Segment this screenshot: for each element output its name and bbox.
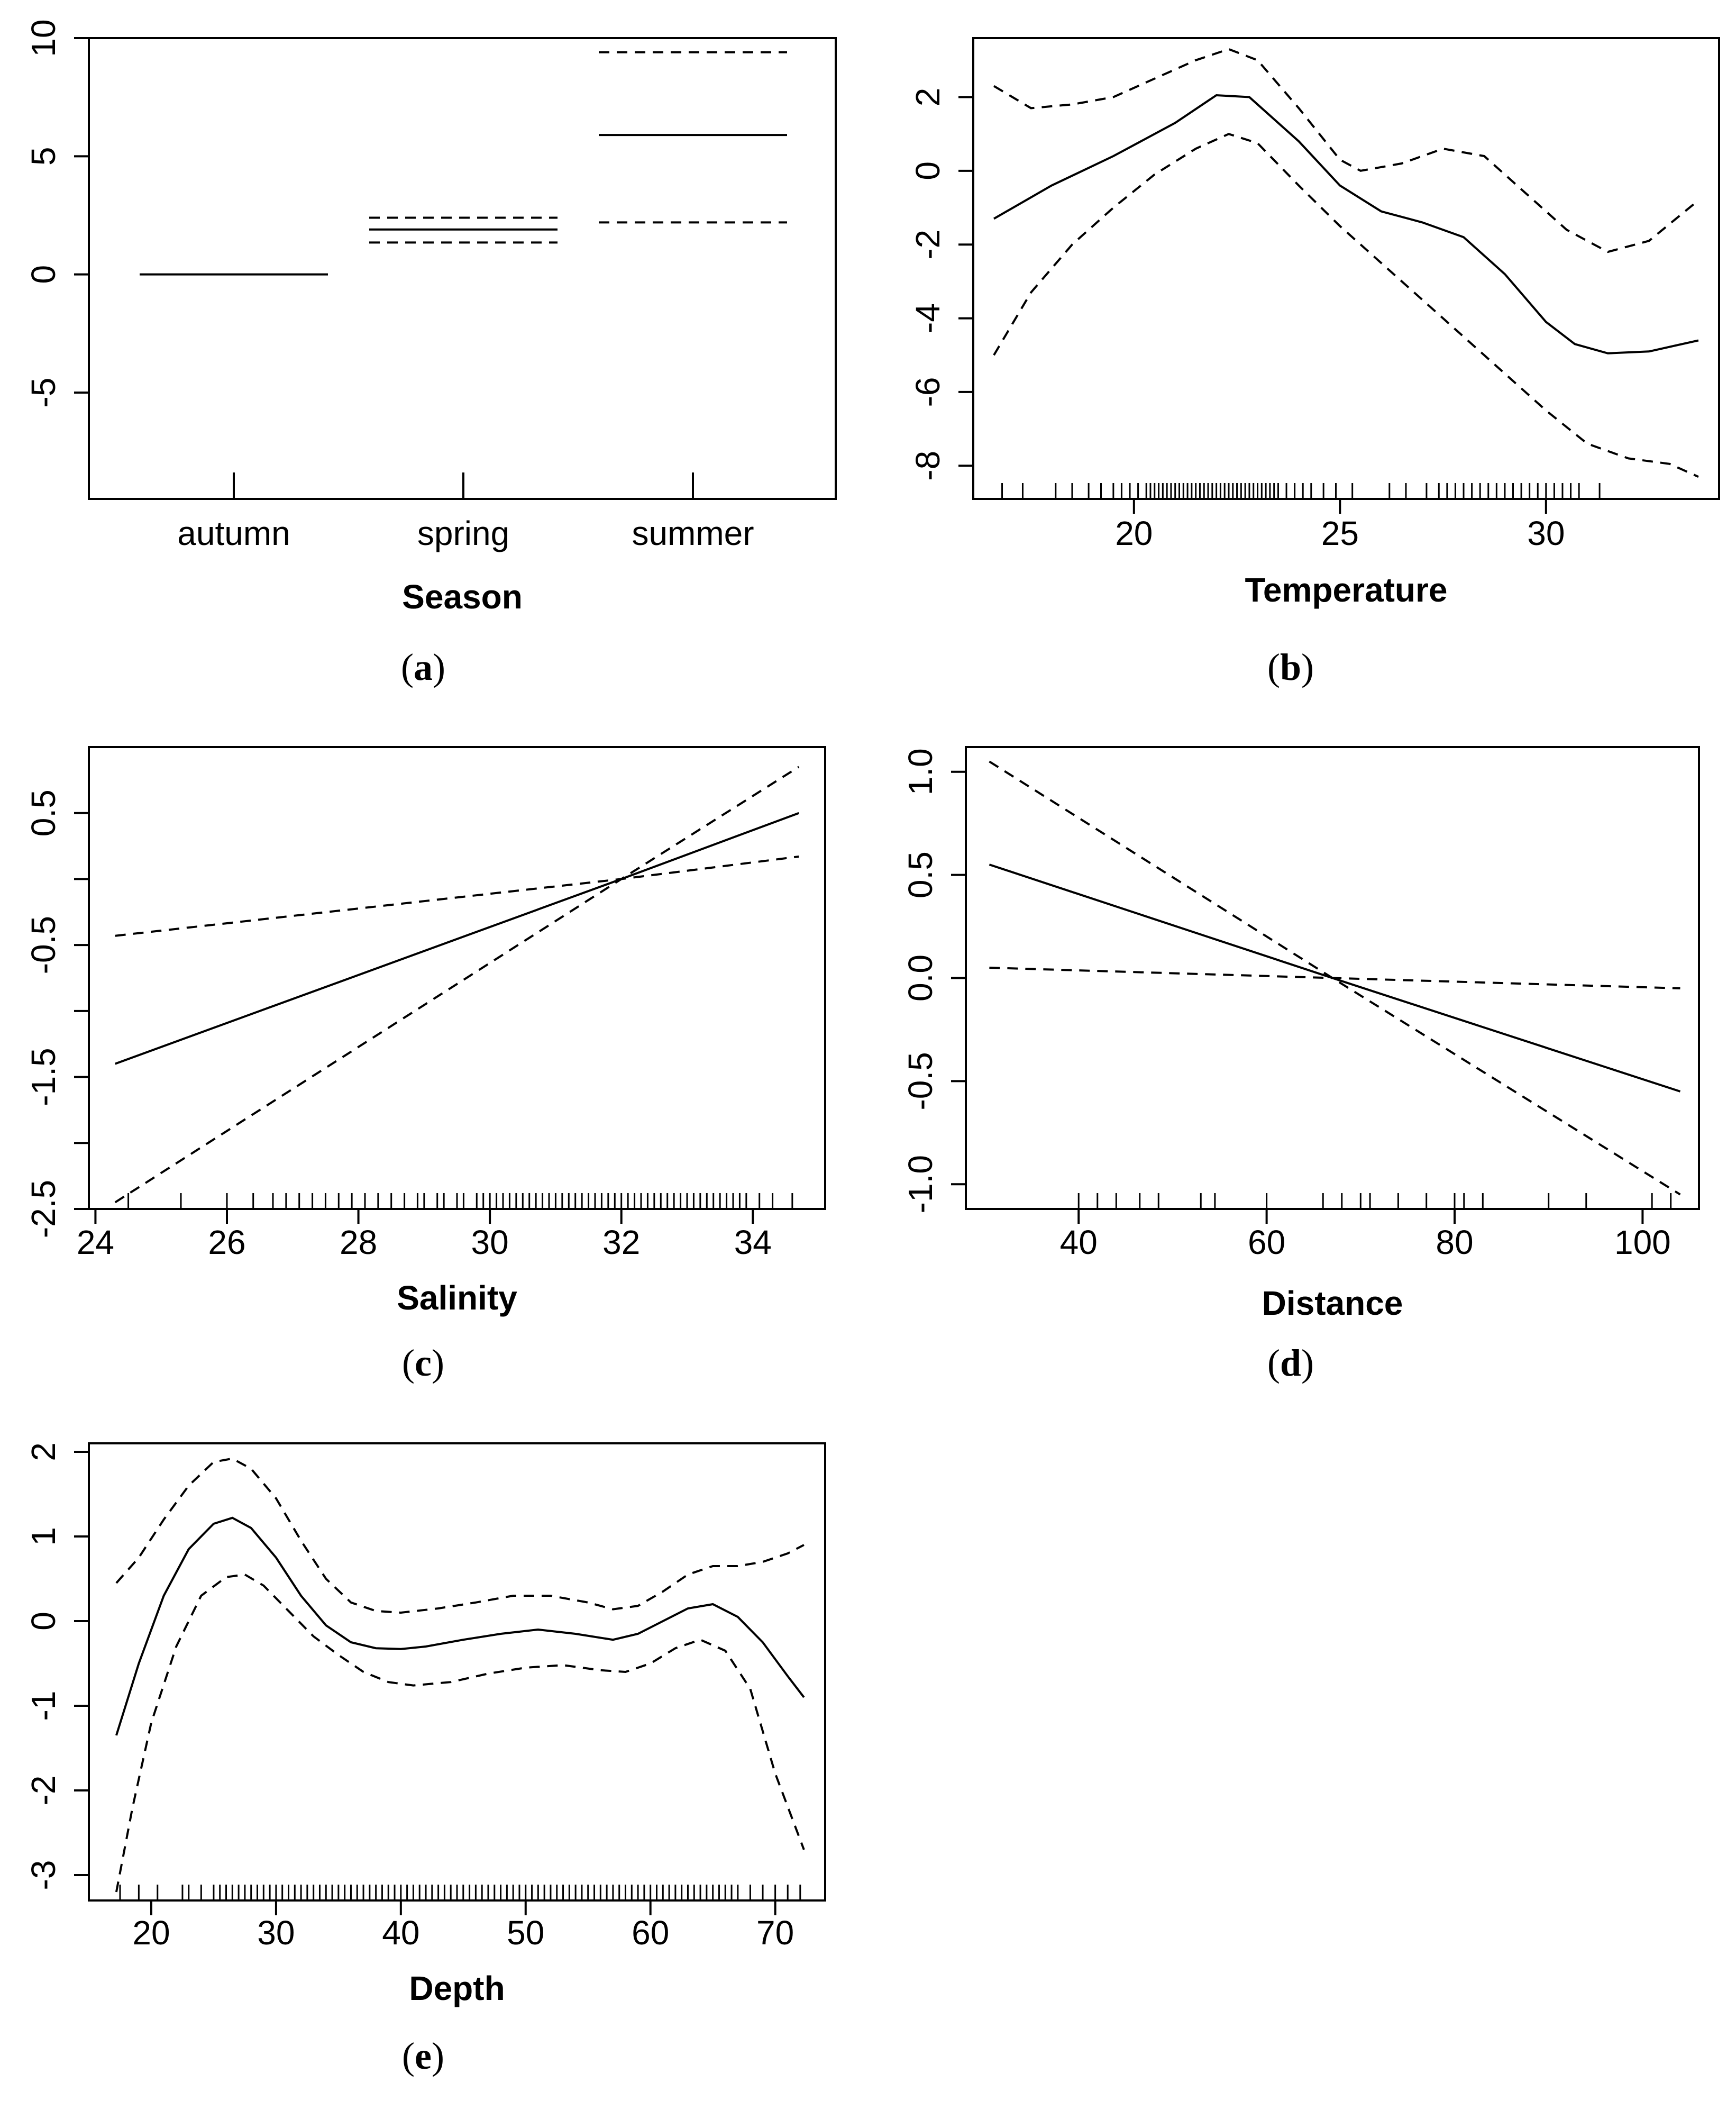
rug [127, 1193, 793, 1209]
x-axis-title: Season [402, 578, 523, 616]
y-tick-label: -3 [24, 1860, 62, 1890]
series-upper-line [115, 1457, 805, 1614]
x-tick-label: 34 [734, 1223, 772, 1261]
panel-caption: (d) [1267, 1342, 1314, 1384]
x-tick-label: 20 [1115, 514, 1153, 552]
x-tick-label: 30 [1527, 514, 1565, 552]
x-tick-label: 60 [1248, 1223, 1285, 1261]
y-tick-label: -1 [24, 1691, 62, 1721]
y-tick-label: 0 [24, 265, 62, 284]
x-tick-label: 100 [1614, 1223, 1671, 1261]
rug [1077, 1193, 1672, 1209]
x-tick-label: 26 [208, 1223, 245, 1261]
series-fit-line [993, 94, 1699, 354]
x-tick-label: autumn [177, 514, 290, 552]
y-tick-label: 0.5 [901, 851, 939, 898]
panel-caption: (e) [402, 2035, 444, 2077]
series-fit-line [115, 1516, 805, 1736]
y-tick-label: -0.5 [901, 1052, 939, 1110]
x-tick-label: 20 [132, 1914, 170, 1952]
x-axis-title: Depth [409, 1969, 505, 2007]
y-tick-label: -2 [909, 230, 947, 260]
panel-c-salinity: -2.5 -1.5 -0.5 0.5 24 26 28 30 32 34 Salinity (c) [24, 746, 826, 1384]
x-tick-label: 28 [340, 1223, 377, 1261]
y-tick-label: 2 [24, 1442, 62, 1461]
y-tick-label: -2 [24, 1776, 62, 1806]
y-tick-label: 1.0 [901, 748, 939, 795]
y-tick-label: -4 [909, 303, 947, 333]
y-tick-label: -0.5 [24, 916, 62, 974]
y-tick-label: 2 [909, 88, 947, 107]
y-tick-label: 0 [24, 1612, 62, 1631]
series-lower-line [115, 1573, 805, 1893]
x-tick-label: 40 [382, 1914, 419, 1952]
x-tick-label: 30 [471, 1223, 509, 1261]
x-tick-label: spring [417, 514, 509, 552]
x-axis-title: Salinity [397, 1279, 517, 1317]
x-axis-title: Temperature [1245, 571, 1448, 609]
rug [119, 1885, 801, 1900]
panel-d-distance: -1.0 -0.5 0.0 0.5 1.0 40 60 80 100 Distance (d) [901, 746, 1700, 1384]
y-tick-label: -1.5 [24, 1048, 62, 1106]
y-tick-label: 0.0 [901, 954, 939, 1002]
x-tick-label: 32 [602, 1223, 640, 1261]
x-tick-label: 25 [1321, 514, 1359, 552]
y-tick-label: 5 [24, 147, 62, 166]
panel-caption: (c) [402, 1342, 444, 1384]
panel-e-depth: -3 -2 -1 0 1 2 20 30 40 50 60 70 Depth (e) [24, 1442, 826, 2077]
y-tick-label: 10 [24, 19, 62, 57]
y-tick-label: 1 [24, 1527, 62, 1546]
x-tick-label: 60 [632, 1914, 669, 1952]
series-upper-line [993, 48, 1700, 253]
y-tick-label: -6 [909, 377, 947, 407]
x-tick-label: summer [632, 514, 754, 552]
panel-a-season: -5 0 5 10 autumn spring summer Season (a) [24, 19, 837, 688]
x-tick-label: 50 [507, 1914, 544, 1952]
panel-b-temperature: -8 -6 -4 -2 0 2 20 25 30 Temperature (b) [909, 37, 1720, 688]
x-tick-label: 80 [1436, 1223, 1473, 1261]
plot-frame [972, 37, 1720, 500]
x-tick-label: 70 [756, 1914, 794, 1952]
x-tick-label: 40 [1060, 1223, 1098, 1261]
series-lower-line [989, 967, 1680, 989]
y-tick-label: -5 [24, 378, 62, 408]
series-lower-line [115, 856, 799, 937]
y-tick-label: -8 [909, 451, 947, 481]
y-tick-label: 0 [909, 161, 947, 180]
x-axis-title: Distance [1262, 1284, 1403, 1322]
series-lower-line [993, 133, 1699, 478]
y-tick-label: 0.5 [24, 789, 62, 836]
x-tick-label: 30 [257, 1914, 295, 1952]
y-tick-label: -2.5 [24, 1180, 62, 1238]
x-tick-label: 24 [77, 1223, 114, 1261]
panel-caption: (a) [401, 646, 445, 688]
rug [1001, 483, 1601, 499]
y-tick-label: -1.0 [901, 1155, 939, 1213]
panel-caption: (b) [1267, 646, 1314, 688]
